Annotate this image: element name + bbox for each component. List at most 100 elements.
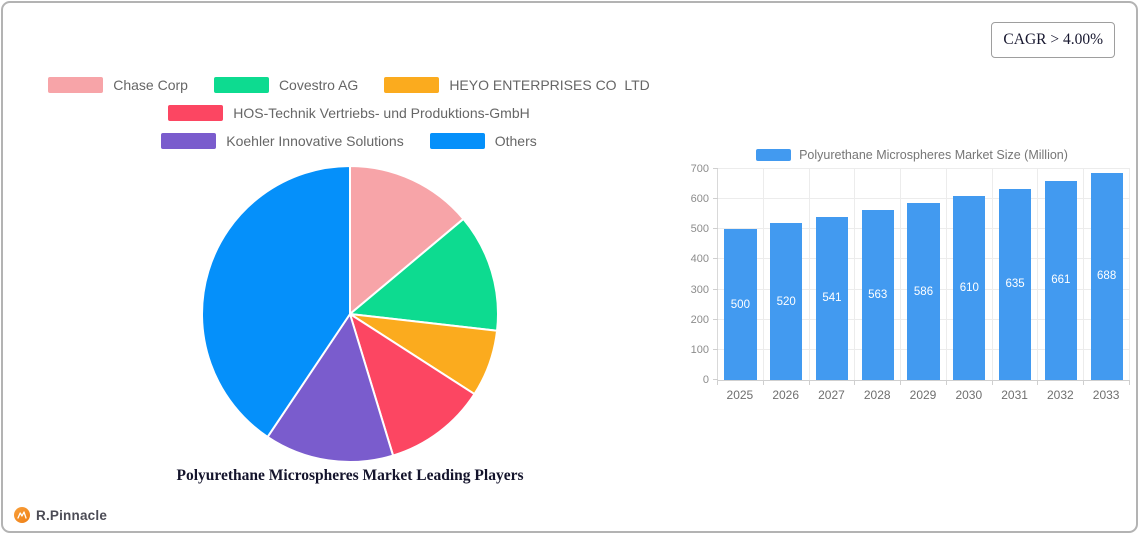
- legend-label: Koehler Innovative Solutions: [226, 133, 404, 149]
- bar-column: 520: [764, 169, 810, 380]
- x-axis-label: 2026: [772, 388, 800, 402]
- bar-column: 688: [1084, 169, 1131, 380]
- cagr-badge: CAGR > 4.00%: [991, 22, 1115, 58]
- bar-value-label: 661: [1051, 274, 1071, 287]
- pie-legend: Chase Corp Covestro AG HEYO ENTERPRISES CO…: [9, 77, 689, 161]
- legend-swatch-icon: [384, 77, 440, 93]
- pie-slice[interactable]: [266, 313, 395, 463]
- bar-value-label: 688: [1097, 270, 1117, 283]
- y-axis-label: 700: [690, 163, 709, 175]
- x-axis-label: 2032: [1047, 388, 1074, 402]
- bar-value-label: 563: [868, 289, 888, 302]
- brand-logo: R.Pinnacle: [14, 507, 107, 523]
- x-axis-tick: [947, 381, 993, 385]
- bar[interactable]: 563: [861, 210, 894, 380]
- bar-value-label: 635: [1005, 278, 1025, 291]
- pie-legend-row: HOS-Technik Vertriebs- und Produktions-G…: [9, 105, 689, 121]
- x-axis-tick: [718, 381, 764, 385]
- y-axis-label: 100: [690, 343, 709, 356]
- bar[interactable]: 635: [998, 188, 1032, 380]
- y-axis-label: 300: [690, 283, 709, 296]
- bar[interactable]: 610: [953, 196, 986, 380]
- legend-swatch-icon: [213, 77, 269, 93]
- legend-label: Others: [494, 133, 537, 149]
- x-axis-tick: [810, 381, 856, 385]
- y-axis-tick: [713, 318, 718, 320]
- y-axis-tick: [713, 168, 718, 169]
- bar[interactable]: 520: [770, 223, 803, 380]
- bar-chart: Polyurethane Microspheres Market Size (M…: [689, 148, 1135, 402]
- x-axis-label: 2025: [726, 388, 754, 402]
- legend-swatch-icon: [161, 133, 217, 149]
- x-axis-ticks: [717, 381, 1131, 385]
- y-axis-label: 200: [690, 313, 709, 326]
- bar-column: 500: [718, 169, 764, 380]
- y-axis-tick: [713, 379, 718, 380]
- y-axis-label: 500: [690, 223, 709, 236]
- x-axis-tick: [901, 381, 947, 385]
- bar[interactable]: 688: [1090, 172, 1123, 380]
- x-axis-tick: [1084, 381, 1131, 385]
- pie-legend-row: Chase Corp Covestro AG HEYO ENTERPRISES CO…: [9, 77, 689, 93]
- brand-circle-icon: [14, 507, 30, 523]
- bar-legend-swatch-icon: [756, 149, 792, 161]
- y-axis-tick: [713, 198, 718, 200]
- x-axis-tick: [1038, 381, 1085, 385]
- bar-plot-area: 0 100 200 300 400 500 600 700 500 520 541 563 586 61…: [691, 163, 1131, 386]
- brand-name: R.Pinnacle: [36, 507, 108, 523]
- bar-column: 563: [855, 169, 902, 380]
- pie-legend-item[interactable]: HEYO ENTERPRISES CO LTD: [384, 77, 650, 93]
- bar-column: 610: [947, 169, 993, 380]
- legend-label: HEYO ENTERPRISES CO LTD: [449, 77, 650, 93]
- bar-column: 635: [993, 169, 1039, 380]
- bar-legend-label: Polyurethane Microspheres Market Size (M…: [799, 148, 1068, 162]
- pie-legend-item[interactable]: Koehler Innovative Solutions: [161, 133, 404, 149]
- bar[interactable]: 541: [815, 216, 849, 380]
- x-axis-label: 2027: [818, 388, 845, 402]
- y-axis-label: 400: [690, 253, 709, 266]
- bar-columns: 500 520 541 563 586 610 635 661 688: [718, 169, 1131, 380]
- legend-swatch-icon: [48, 77, 104, 93]
- gridline: [718, 168, 1130, 169]
- x-axis-label: 2031: [1001, 388, 1028, 402]
- legend-label: HOS-Technik Vertriebs- und Produktions-G…: [233, 105, 530, 121]
- bar[interactable]: 661: [1044, 180, 1077, 380]
- y-axis-label: 0: [702, 374, 709, 386]
- y-axis-label: 600: [690, 193, 709, 206]
- bar-column: 661: [1038, 169, 1085, 380]
- bar-column: 541: [810, 169, 856, 380]
- mountain-icon: [17, 511, 27, 519]
- bar-value-label: 610: [959, 282, 979, 295]
- x-axis-tick: [855, 381, 902, 385]
- pie-slice[interactable]: [349, 313, 476, 457]
- bar-value-label: 500: [730, 298, 750, 311]
- pie-legend-item[interactable]: HOS-Technik Vertriebs- und Produktions-G…: [168, 105, 530, 121]
- x-axis-label: 2033: [1092, 388, 1120, 402]
- pie-legend-item[interactable]: Chase Corp: [48, 77, 188, 93]
- pie-slice[interactable]: [201, 165, 351, 438]
- bar[interactable]: 586: [907, 203, 940, 380]
- x-axis-tick: [764, 381, 810, 385]
- bar[interactable]: 500: [724, 229, 757, 380]
- cagr-label: CAGR > 4.00%: [1003, 31, 1103, 48]
- x-axis-label: 2028: [863, 388, 891, 402]
- pie-legend-item[interactable]: Covestro AG: [213, 77, 358, 93]
- bar-column: 586: [901, 169, 947, 380]
- pie-legend-row: Koehler Innovative Solutions Others: [9, 133, 689, 149]
- gridline: [718, 198, 1130, 200]
- x-axis-labels: 2025 2026 2027 2028 2029 2030 2031 2032 2033: [717, 388, 1129, 402]
- pie-slice[interactable]: [349, 217, 499, 332]
- x-axis-tick: [993, 381, 1039, 385]
- y-axis-tick: [713, 258, 718, 260]
- y-axis-tick: [713, 288, 718, 290]
- bar-value-label: 520: [776, 295, 796, 308]
- legend-swatch-icon: [168, 105, 224, 121]
- pie-slice[interactable]: [349, 165, 465, 315]
- x-axis-label: 2029: [909, 388, 937, 402]
- legend-label: Chase Corp: [113, 77, 188, 93]
- y-axis-tick: [713, 348, 718, 350]
- legend-swatch-icon: [429, 133, 485, 149]
- pie-legend-item[interactable]: Others: [429, 133, 537, 149]
- bar-chart-legend[interactable]: Polyurethane Microspheres Market Size (M…: [689, 148, 1135, 162]
